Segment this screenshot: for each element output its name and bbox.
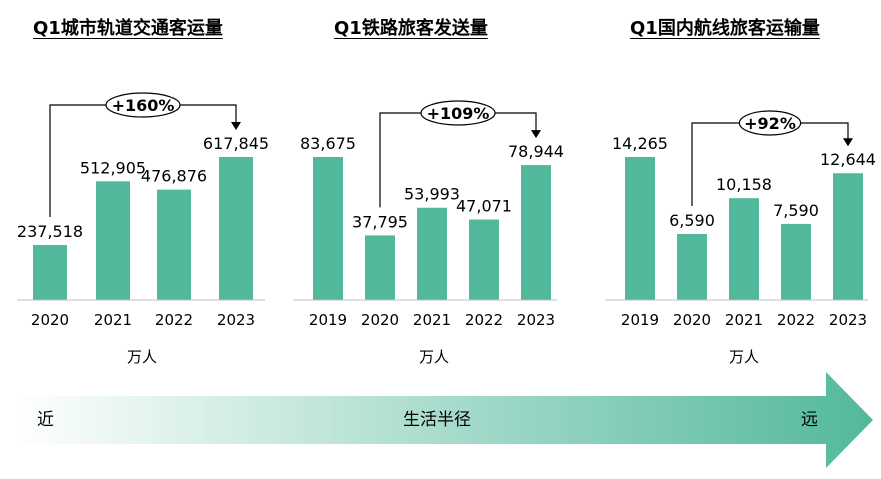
data-label: 78,944	[508, 142, 564, 161]
bar	[313, 157, 343, 300]
data-label: 10,158	[716, 175, 772, 194]
data-label: 12,644	[820, 150, 876, 169]
chart-title-urban-rail: Q1城市轨道交通客运量	[33, 18, 223, 39]
chart-domestic-air: 14,265 2019 6,590 2020 10,158 2021 7,590 2022 12…	[605, 110, 876, 329]
unit-label-urban-rail: 万人	[127, 348, 158, 366]
growth-label: +160%	[112, 96, 175, 115]
bar	[521, 165, 551, 300]
chart-urban-rail: 237,518 2020 512,905 2021 476,876 2022 617,845…	[17, 92, 269, 329]
data-label: 6,590	[669, 211, 715, 230]
chart-railway: 83,675 2019 37,795 2020 53,993 2021 47,071 2022…	[293, 100, 564, 329]
data-label: 512,905	[80, 158, 146, 177]
growth-label: +109%	[427, 104, 490, 123]
arrow-label-far: 远	[801, 410, 818, 430]
growth-arrowhead	[231, 122, 241, 130]
bar	[96, 181, 130, 300]
bar	[625, 157, 655, 300]
bar	[469, 219, 499, 300]
bar	[729, 198, 759, 300]
data-label: 7,590	[773, 201, 819, 220]
bar	[219, 157, 253, 300]
unit-label-domestic-air: 万人	[729, 348, 760, 366]
tick-label: 2020	[31, 311, 69, 329]
tick-label: 2021	[725, 311, 763, 329]
life-radius-arrow	[15, 372, 873, 468]
bar	[781, 223, 811, 300]
tick-label: 2020	[361, 311, 399, 329]
tick-label: 2023	[829, 311, 867, 329]
data-label: 476,876	[141, 167, 207, 186]
tick-label: 2022	[465, 311, 503, 329]
unit-label-railway: 万人	[419, 348, 450, 366]
growth-badge	[105, 92, 181, 118]
growth-arrowhead	[843, 138, 853, 147]
growth-label: +92%	[744, 114, 796, 133]
bar	[833, 173, 863, 300]
bar	[417, 207, 447, 300]
tick-label: 2019	[621, 311, 659, 329]
data-label: 237,518	[17, 222, 83, 241]
bar	[677, 233, 707, 300]
data-label: 37,795	[352, 212, 408, 231]
tick-label: 2021	[413, 311, 451, 329]
growth-badge	[420, 100, 496, 126]
tick-label: 2023	[217, 311, 255, 329]
data-label: 47,071	[456, 197, 512, 216]
bar	[157, 189, 191, 300]
bar	[365, 235, 395, 300]
tick-label: 2022	[777, 311, 815, 329]
arrow-label-near: 近	[37, 410, 54, 430]
chart-title-domestic-air: Q1国内航线旅客运输量	[630, 18, 820, 39]
data-label: 617,845	[203, 134, 269, 153]
data-label: 14,265	[612, 134, 668, 153]
data-label: 83,675	[300, 134, 356, 153]
growth-arrowhead	[531, 130, 541, 139]
arrow-label-life-radius: 生活半径	[403, 410, 471, 430]
tick-label: 2023	[517, 311, 555, 329]
tick-label: 2021	[94, 311, 132, 329]
growth-badge	[738, 110, 802, 136]
tick-label: 2020	[673, 311, 711, 329]
bar	[33, 245, 67, 300]
data-label: 53,993	[404, 185, 460, 204]
tick-label: 2022	[155, 311, 193, 329]
chart-title-railway: Q1铁路旅客发送量	[334, 18, 488, 39]
tick-label: 2019	[309, 311, 347, 329]
